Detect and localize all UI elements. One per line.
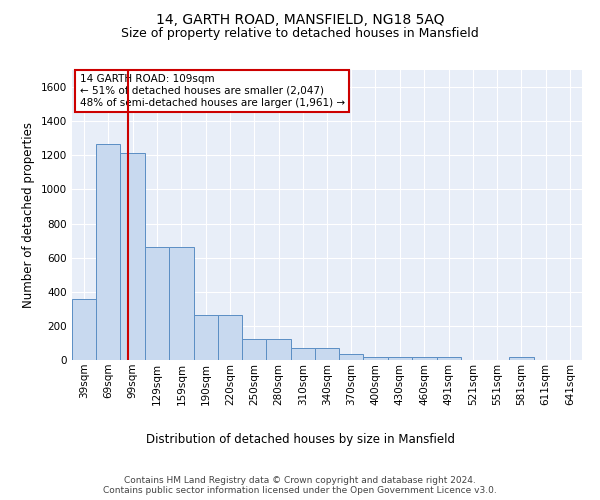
Bar xyxy=(412,358,437,360)
Text: 14, GARTH ROAD, MANSFIELD, NG18 5AQ: 14, GARTH ROAD, MANSFIELD, NG18 5AQ xyxy=(156,12,444,26)
Bar xyxy=(339,354,364,360)
Y-axis label: Number of detached properties: Number of detached properties xyxy=(22,122,35,308)
Bar xyxy=(169,248,194,360)
Bar xyxy=(364,356,388,360)
Text: Size of property relative to detached houses in Mansfield: Size of property relative to detached ho… xyxy=(121,28,479,40)
Bar xyxy=(266,338,290,360)
Bar xyxy=(194,315,218,360)
Bar xyxy=(121,152,145,360)
Text: Distribution of detached houses by size in Mansfield: Distribution of detached houses by size … xyxy=(146,432,455,446)
Bar xyxy=(437,358,461,360)
Bar xyxy=(509,358,533,360)
Text: 14 GARTH ROAD: 109sqm
← 51% of detached houses are smaller (2,047)
48% of semi-d: 14 GARTH ROAD: 109sqm ← 51% of detached … xyxy=(80,74,345,108)
Bar xyxy=(145,248,169,360)
Bar xyxy=(290,348,315,360)
Bar xyxy=(388,356,412,360)
Bar xyxy=(96,144,121,360)
Bar xyxy=(315,348,339,360)
Bar xyxy=(218,315,242,360)
Text: Contains HM Land Registry data © Crown copyright and database right 2024.
Contai: Contains HM Land Registry data © Crown c… xyxy=(103,476,497,495)
Bar xyxy=(72,298,96,360)
Bar xyxy=(242,338,266,360)
